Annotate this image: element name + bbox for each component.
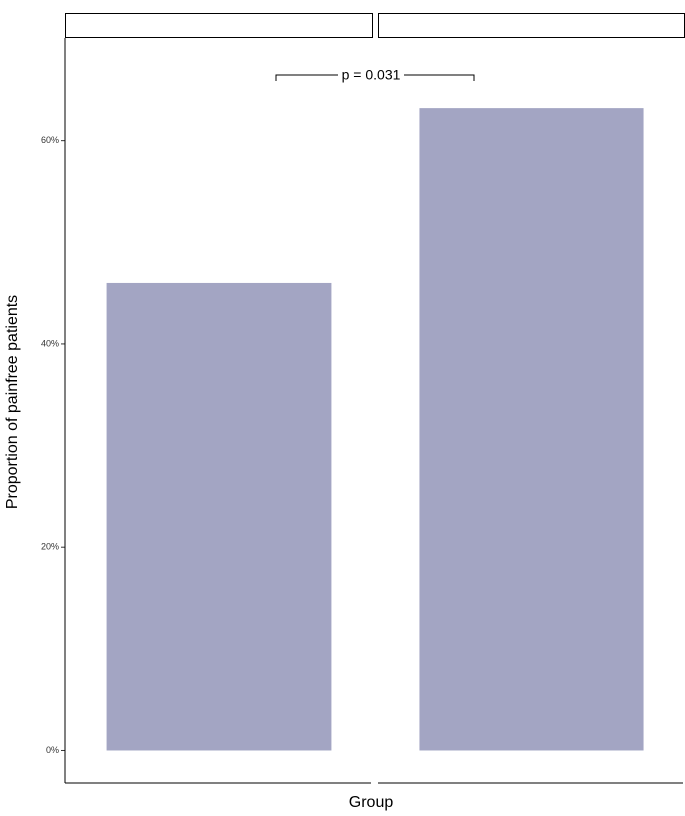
bar [106,282,332,751]
x-axis-title: Group [349,794,394,811]
y-tick-label: 40% [41,338,59,348]
strip-box [378,13,685,38]
p-value: p = 0.031 [342,67,401,83]
bar [419,108,644,751]
y-tick-label: 20% [41,542,59,552]
y-tick-label: 60% [41,135,59,145]
y-axis-title: Proportion of painfree patients [4,295,21,509]
significance-bracket: p = 0.031 [275,66,475,84]
bracket-label-bg [338,66,404,84]
y-tick-label: 0% [46,745,59,755]
strip-box [65,13,373,38]
